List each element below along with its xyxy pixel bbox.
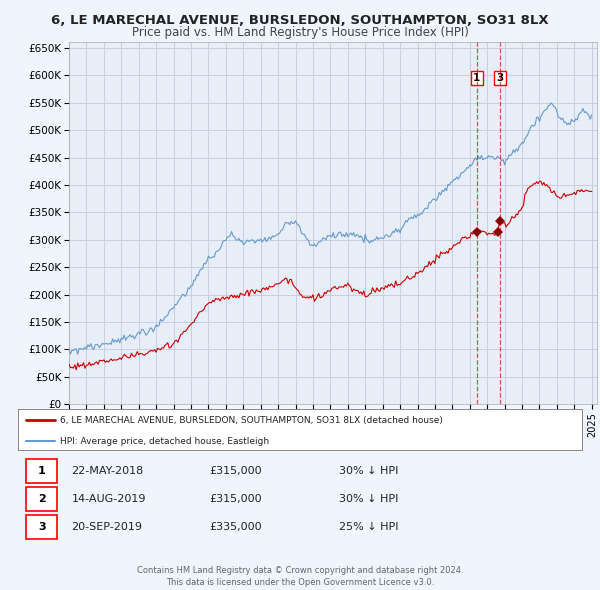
Text: 14-AUG-2019: 14-AUG-2019	[71, 494, 146, 504]
Text: 1: 1	[38, 466, 46, 476]
Text: £315,000: £315,000	[210, 466, 262, 476]
Text: 20-SEP-2019: 20-SEP-2019	[71, 522, 143, 532]
FancyBboxPatch shape	[26, 459, 58, 483]
Text: Contains HM Land Registry data © Crown copyright and database right 2024.
This d: Contains HM Land Registry data © Crown c…	[137, 566, 463, 587]
Text: 6, LE MARECHAL AVENUE, BURSLEDON, SOUTHAMPTON, SO31 8LX: 6, LE MARECHAL AVENUE, BURSLEDON, SOUTHA…	[51, 14, 549, 27]
Text: 1: 1	[473, 73, 480, 83]
Text: £315,000: £315,000	[210, 494, 262, 504]
Text: 3: 3	[496, 73, 503, 83]
FancyBboxPatch shape	[26, 515, 58, 539]
Text: 25% ↓ HPI: 25% ↓ HPI	[340, 522, 399, 532]
Text: 2: 2	[38, 494, 46, 504]
Text: 22-MAY-2018: 22-MAY-2018	[71, 466, 144, 476]
Text: 3: 3	[38, 522, 46, 532]
Text: Price paid vs. HM Land Registry's House Price Index (HPI): Price paid vs. HM Land Registry's House …	[131, 26, 469, 39]
Text: 6, LE MARECHAL AVENUE, BURSLEDON, SOUTHAMPTON, SO31 8LX (detached house): 6, LE MARECHAL AVENUE, BURSLEDON, SOUTHA…	[60, 416, 443, 425]
Text: 30% ↓ HPI: 30% ↓ HPI	[340, 466, 399, 476]
Text: HPI: Average price, detached house, Eastleigh: HPI: Average price, detached house, East…	[60, 437, 269, 445]
Text: £335,000: £335,000	[210, 522, 262, 532]
FancyBboxPatch shape	[26, 487, 58, 512]
Text: 30% ↓ HPI: 30% ↓ HPI	[340, 494, 399, 504]
